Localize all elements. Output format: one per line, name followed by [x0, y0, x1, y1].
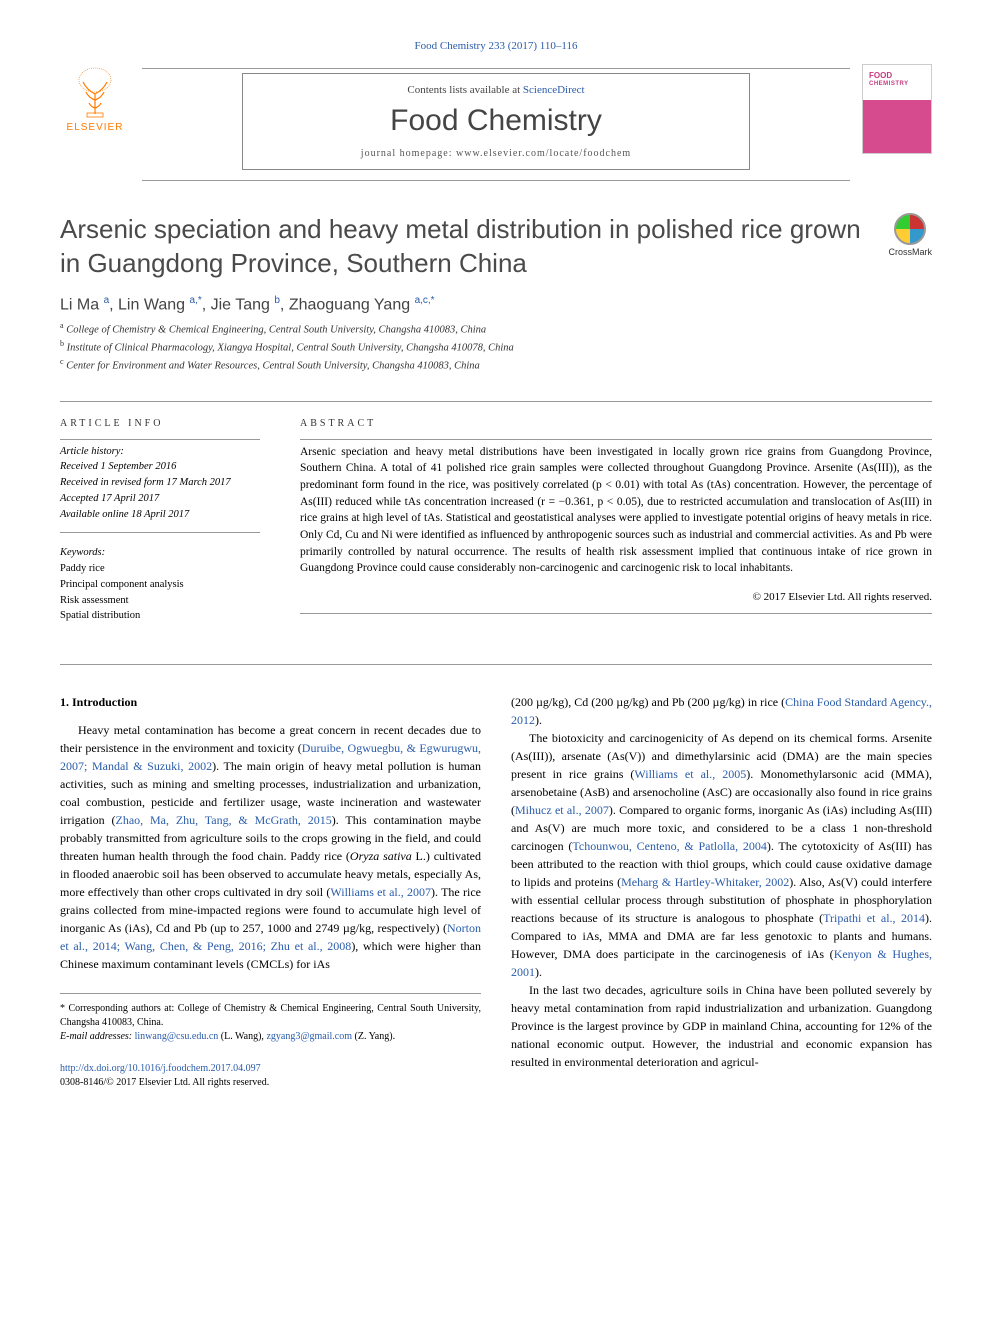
- journal-name: Food Chemistry: [259, 104, 733, 138]
- crossmark-label: CrossMark: [888, 247, 932, 257]
- abstract-text: Arsenic speciation and heavy metal distr…: [300, 444, 932, 577]
- elsevier-logo: ELSEVIER: [60, 64, 130, 133]
- affiliation-item: b Institute of Clinical Pharmacology, Xi…: [60, 338, 932, 356]
- history-item: Available online 18 April 2017: [60, 507, 260, 523]
- elsevier-tree-icon: [67, 64, 123, 120]
- abstract-label: ABSTRACT: [300, 418, 932, 429]
- email-name: (L. Wang),: [218, 1031, 266, 1042]
- affil-text: College of Chemistry & Chemical Engineer…: [66, 324, 486, 335]
- article-history: Article history: Received 1 September 20…: [60, 444, 260, 534]
- affil-text: Center for Environment and Water Resourc…: [66, 361, 480, 372]
- keyword-item: Paddy rice: [60, 561, 260, 577]
- doi-block: http://dx.doi.org/10.1016/j.foodchem.201…: [60, 1062, 481, 1090]
- crossmark-icon: [894, 213, 926, 245]
- journal-cover-thumbnail: [862, 64, 932, 154]
- keyword-item: Principal component analysis: [60, 577, 260, 593]
- doi-link[interactable]: http://dx.doi.org/10.1016/j.foodchem.201…: [60, 1063, 261, 1074]
- issn-line: 0308-8146/© 2017 Elsevier Ltd. All right…: [60, 1077, 269, 1088]
- homepage-url: www.elsevier.com/locate/foodchem: [456, 148, 631, 159]
- keyword-item: Spatial distribution: [60, 608, 260, 624]
- affiliation-item: c Center for Environment and Water Resou…: [60, 356, 932, 374]
- body-paragraph: (200 µg/kg), Cd (200 µg/kg) and Pb (200 …: [511, 693, 932, 729]
- footnotes: * Corresponding authors at: College of C…: [60, 993, 481, 1044]
- keyword-item: Risk assessment: [60, 593, 260, 609]
- body-column-left: 1. Introduction Heavy metal contaminatio…: [60, 693, 481, 1090]
- history-item: Accepted 17 April 2017: [60, 491, 260, 507]
- emails-label: E-mail addresses:: [60, 1031, 132, 1042]
- body-paragraph: In the last two decades, agriculture soi…: [511, 981, 932, 1071]
- history-label: Article history:: [60, 444, 260, 460]
- body-paragraph: The biotoxicity and carcinogenicity of A…: [511, 729, 932, 981]
- contents-prefix: Contents lists available at: [407, 84, 522, 96]
- email-link[interactable]: linwang@csu.edu.cn: [135, 1031, 219, 1042]
- sciencedirect-link[interactable]: ScienceDirect: [523, 84, 585, 96]
- affiliation-item: a College of Chemistry & Chemical Engine…: [60, 320, 932, 338]
- email-link[interactable]: zgyang3@gmail.com: [266, 1031, 352, 1042]
- publisher-name: ELSEVIER: [67, 122, 124, 133]
- citation-header: Food Chemistry 233 (2017) 110–116: [60, 40, 932, 52]
- section-heading: 1. Introduction: [60, 693, 481, 711]
- homepage-prefix: journal homepage:: [361, 148, 456, 159]
- history-item: Received in revised form 17 March 2017: [60, 475, 260, 491]
- email-name: (Z. Yang).: [352, 1031, 395, 1042]
- affiliations: a College of Chemistry & Chemical Engine…: [60, 320, 932, 375]
- abstract-copyright: © 2017 Elsevier Ltd. All rights reserved…: [300, 591, 932, 603]
- keywords-block: Keywords: Paddy rice Principal component…: [60, 545, 260, 624]
- authors-line: Li Ma a, Lin Wang a,*, Jie Tang b, Zhaog…: [60, 295, 932, 314]
- article-title: Arsenic speciation and heavy metal distr…: [60, 213, 868, 281]
- history-item: Received 1 September 2016: [60, 459, 260, 475]
- crossmark-badge[interactable]: CrossMark: [888, 213, 932, 257]
- keywords-label: Keywords:: [60, 545, 260, 561]
- body-paragraph: Heavy metal contamination has become a g…: [60, 721, 481, 973]
- affil-text: Institute of Clinical Pharmacology, Xian…: [67, 343, 514, 354]
- corresponding-note: * Corresponding authors at: College of C…: [60, 1002, 481, 1030]
- article-info-label: ARTICLE INFO: [60, 418, 260, 429]
- contents-box: Contents lists available at ScienceDirec…: [242, 73, 750, 170]
- body-column-right: (200 µg/kg), Cd (200 µg/kg) and Pb (200 …: [511, 693, 932, 1090]
